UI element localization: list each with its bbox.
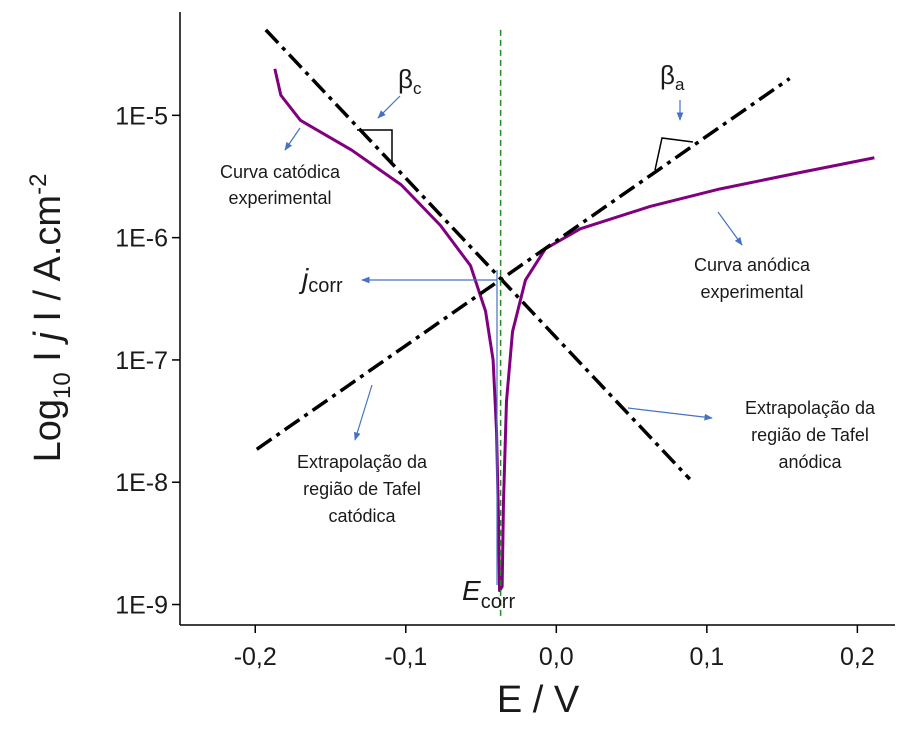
x-tick-label: -0,1: [384, 643, 427, 671]
annotation-sub: c: [413, 79, 422, 98]
y-label-part: I: [27, 341, 69, 373]
y-label-part: Log: [27, 399, 69, 462]
annotation-part: E: [462, 575, 481, 606]
x-tick-label: -0,2: [234, 643, 277, 671]
annotation: Curva anódica: [694, 255, 811, 275]
x-tick-label: 0,0: [539, 643, 574, 671]
annotation: experimental: [228, 188, 331, 208]
annotation: Curva catódica: [220, 162, 341, 182]
annotation: região de Tafel: [751, 425, 869, 445]
annotation-sub: corr: [481, 591, 516, 613]
annotation: Ecorr: [462, 575, 515, 613]
x-tick-label: 0,2: [840, 643, 875, 671]
annotation-part: β: [398, 64, 413, 94]
annotation: βa: [660, 60, 685, 94]
annotation: anódica: [778, 452, 842, 472]
y-tick-label: 1E-7: [115, 347, 168, 375]
arrow: [627, 407, 713, 421]
y-label-sup: -2: [25, 174, 52, 195]
annotation-arrows: [284, 95, 743, 585]
annotation-part: β: [660, 60, 675, 90]
x-axis-label: E / V: [497, 679, 580, 721]
y-tick-label: 1E-8: [115, 469, 168, 497]
annotation: experimental: [700, 282, 803, 302]
y-tick-label: 1E-5: [115, 102, 168, 130]
slope-triangle: [654, 137, 694, 171]
annotation: Extrapolação da: [745, 398, 876, 418]
y-label-part: I / A.cm: [27, 195, 69, 332]
series-line: [255, 77, 791, 451]
annotation: catódica: [328, 506, 396, 526]
annotation-sub: a: [675, 75, 685, 94]
y-tick-label: 1E-9: [115, 592, 168, 620]
arrow: [717, 211, 743, 246]
x-tick-label: 0,1: [689, 643, 724, 671]
series-line: [264, 28, 692, 481]
arrow: [377, 95, 401, 119]
y-tick-label: 1E-6: [115, 225, 168, 253]
annotation-sub: corr: [308, 275, 343, 297]
annotation: região de Tafel: [303, 479, 421, 499]
plot-area: [255, 28, 875, 620]
y-label-sub: 10: [49, 372, 76, 399]
slope-triangle: [357, 129, 393, 165]
annotation-part: j: [298, 263, 309, 294]
y-axis-label: Log10 I j I / A.cm-2: [25, 174, 76, 463]
annotation: βc: [398, 64, 422, 98]
series-line: [273, 68, 875, 593]
annotation: Extrapolação da: [297, 452, 428, 472]
arrow: [354, 384, 373, 441]
annotation: jcorr: [298, 263, 343, 297]
arrow: [284, 127, 301, 151]
